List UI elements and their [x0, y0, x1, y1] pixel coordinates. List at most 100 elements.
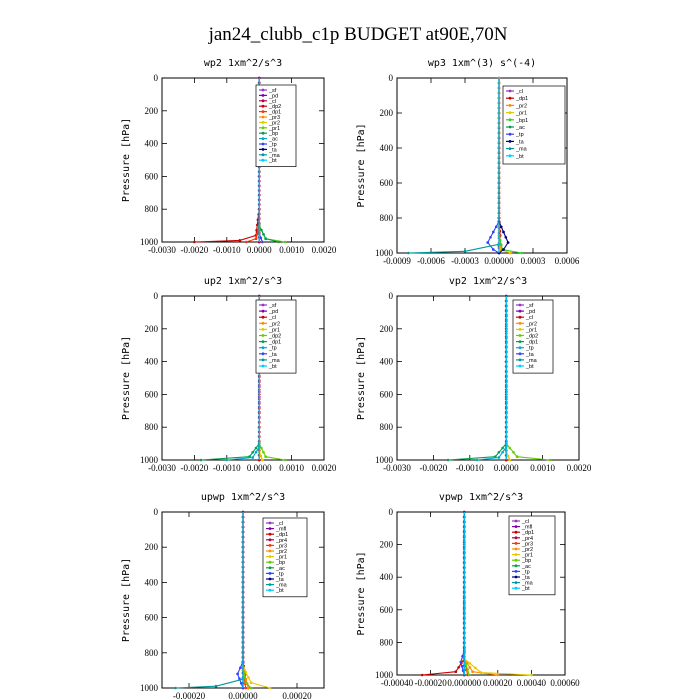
legend-marker	[261, 99, 265, 103]
legend-marker	[261, 94, 265, 97]
legend-marker	[514, 581, 518, 584]
legend-label: _pr2	[275, 549, 287, 555]
y-tick-label: 800	[145, 648, 159, 658]
plot-frame	[161, 77, 325, 243]
panel-title: vpwp 1xm^2/s^3	[439, 492, 523, 503]
legend-marker	[514, 542, 518, 545]
legend-marker	[261, 104, 265, 108]
x-tick-label: -0.00020	[173, 691, 206, 700]
x-tick-label: -0.0020	[181, 245, 209, 255]
legend-marker	[268, 560, 272, 564]
legend-label: _cl	[525, 315, 533, 321]
panel-title: upwp 1xm^2/s^3	[201, 492, 285, 503]
x-tick-label: 0.0000	[247, 245, 272, 255]
legend-label: _pr1	[268, 327, 280, 333]
legend-marker	[518, 334, 522, 337]
series-point_pr1	[247, 676, 250, 679]
legend-marker	[518, 352, 522, 356]
series-point_bp	[466, 668, 469, 671]
legend-marker	[514, 519, 518, 523]
x-tick-label: -0.0010	[213, 245, 241, 255]
legend-label: _pd	[268, 93, 278, 99]
y-tick-label: 0	[389, 73, 394, 83]
legend-label: _pr2	[521, 547, 533, 553]
series-point_ta	[502, 248, 505, 251]
x-tick-label: -0.0006	[417, 256, 445, 266]
series-point_ta	[506, 241, 510, 244]
series-point_tp	[239, 666, 242, 670]
legend-label: _ma	[268, 153, 281, 159]
series-point_bp	[244, 681, 247, 684]
x-tick-label: -0.0010	[456, 463, 484, 473]
y-axis-label: Pressure [hPa]	[356, 551, 367, 635]
legend-label: _ma	[521, 581, 534, 587]
legend-label: _dp1	[525, 340, 538, 346]
series-point_bp	[464, 662, 468, 666]
y-tick-label: 600	[380, 389, 394, 399]
legend-marker	[268, 566, 272, 570]
series-point_dp2	[548, 458, 552, 462]
legend-marker	[261, 321, 265, 325]
legend-label: _pr1	[525, 327, 537, 333]
series-point_tp	[236, 672, 239, 676]
legend-label: _pr4	[275, 538, 287, 544]
series-point_ta	[504, 236, 508, 239]
y-tick-label: 200	[380, 540, 394, 550]
legend-label: _bt	[275, 588, 284, 594]
series-point_dp1	[457, 666, 460, 669]
legend-marker	[268, 572, 272, 575]
series-point_dp1	[255, 233, 259, 236]
series-line_ma	[408, 78, 500, 254]
x-tick-label: 0.0010	[279, 245, 304, 255]
legend-label: _cl	[275, 521, 283, 527]
legend-marker	[508, 140, 512, 143]
series-line_dp1	[200, 296, 260, 461]
x-tick-label: 0.0003	[521, 256, 546, 266]
panel-2: wp3 1xm^(3) s^(-4) Pressure [hPa] 0 200 400 6…	[356, 58, 580, 266]
x-tick-label: 0.0000	[494, 463, 519, 473]
plot-frame	[396, 295, 580, 461]
series-line_tp	[226, 296, 260, 461]
legend-label: _bp	[268, 131, 278, 137]
series-point_tp	[497, 456, 501, 459]
legend-label: _pr3	[521, 541, 533, 547]
series-point_dp2	[508, 446, 512, 450]
series-point_tp	[460, 665, 464, 668]
legend-label: _dp1	[521, 530, 534, 536]
panel-1: wp2 1xm^2/s^3 Pressure [hPa] 0 200 400 600 800…	[121, 58, 337, 255]
legend-label: _mfl	[275, 527, 286, 533]
legend-label: _ac	[275, 566, 285, 572]
y-tick-label: 600	[145, 613, 159, 623]
y-tick-label: 600	[145, 389, 159, 399]
series-point_tp	[492, 230, 495, 234]
legend-marker	[508, 118, 512, 122]
series-point_ma	[174, 686, 177, 690]
legend-label: _pr1	[515, 111, 527, 117]
y-tick-label: 1000	[140, 683, 159, 693]
legend-label: _bt	[268, 364, 277, 370]
legend-label: _sf	[268, 303, 277, 309]
legend-label: _ta	[275, 577, 285, 583]
legend-label: _ta	[515, 139, 525, 145]
plot-frame	[161, 295, 325, 461]
legend-label: _pr1	[521, 553, 533, 559]
legend-marker	[261, 142, 265, 146]
legend-label: _dp1	[268, 110, 281, 116]
series-point_ta	[502, 230, 505, 234]
y-tick-label: 1000	[375, 670, 394, 680]
legend-marker	[518, 364, 522, 368]
legend-marker	[268, 577, 272, 581]
y-tick-label: 400	[380, 357, 394, 367]
x-tick-label: 0.0010	[279, 463, 304, 473]
y-tick-label: 800	[145, 204, 159, 214]
series-point_bp	[262, 233, 265, 236]
legend-label: _cl	[268, 315, 276, 321]
legend-marker	[268, 588, 272, 592]
series-point_tp	[251, 456, 254, 459]
x-tick-label: 0.0020	[567, 463, 592, 473]
y-tick-label: 200	[145, 542, 159, 552]
series-point_dp2	[262, 451, 265, 454]
series-point_dp1	[420, 673, 424, 677]
series-point_pr1	[268, 686, 272, 690]
